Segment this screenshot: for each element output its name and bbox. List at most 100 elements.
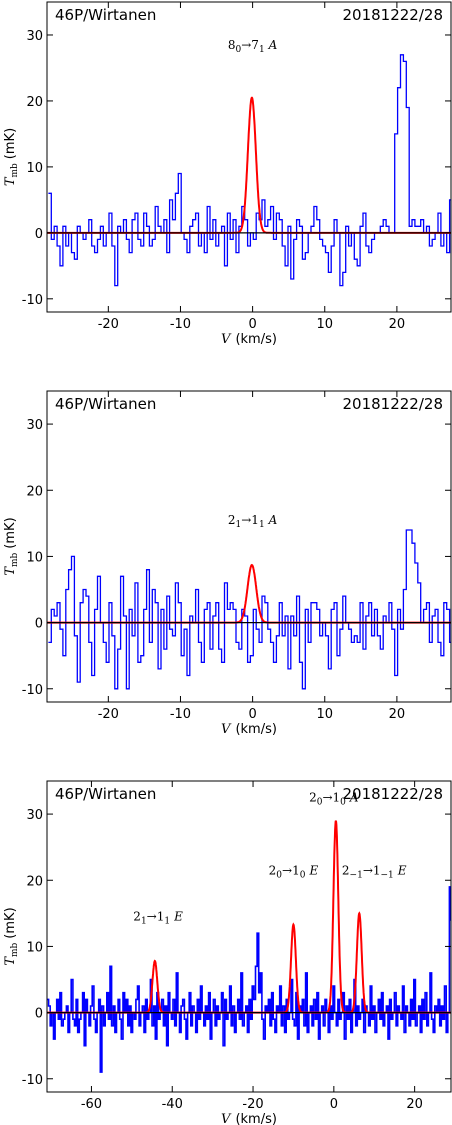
y-tick-label: 10 [26, 940, 43, 955]
y-tick-label: -10 [22, 683, 43, 698]
y-tick-label: 20 [26, 484, 43, 499]
transition-lower-sub: 0 [340, 797, 346, 807]
transition-symmetry: A [349, 790, 359, 804]
x-tick-label: 20 [389, 317, 406, 332]
x-tick-label: 0 [330, 1097, 338, 1112]
transition-arrow: → [322, 790, 332, 804]
x-tick-label: -20 [98, 317, 119, 332]
transition-upper-level: 2 [133, 910, 141, 924]
transition-upper-level: 8 [228, 38, 236, 52]
plot-frame [46, 390, 452, 703]
x-tick-label: -10 [170, 317, 191, 332]
transition-lower-sub: 1 [259, 520, 265, 530]
object-name: 46P/Wirtanen [55, 6, 156, 24]
x-tick-label: -40 [162, 1097, 183, 1112]
transition-lower-level: 7 [251, 38, 259, 52]
x-axis-label: V (km/s) [221, 332, 277, 347]
x-tick-label: -60 [81, 1097, 102, 1112]
x-axis-label: V (km/s) [221, 722, 277, 737]
transition-upper-sub: 1 [141, 917, 147, 927]
observed-spectrum [48, 529, 451, 690]
x-tick-label: -20 [242, 1097, 263, 1112]
transition-upper-level: 2 [269, 863, 277, 877]
y-tick-label: 0 [35, 1007, 43, 1022]
model-fit [47, 96, 451, 234]
transition-symmetry: A [268, 38, 278, 52]
y-axis-label: Tmb (mK) [3, 128, 20, 186]
plot-area [47, 529, 451, 690]
observation-date: 20181222/28 [343, 395, 444, 413]
y-tick-label: -10 [22, 293, 43, 308]
transition-lower-level: 1 [333, 790, 341, 804]
observed-spectrum [48, 54, 451, 287]
transition-lower-sub: 1 [259, 45, 265, 55]
transition-upper-level: 2 [342, 863, 350, 877]
transition-label: 20→10 A [309, 790, 359, 807]
y-tick-label: 20 [26, 95, 43, 110]
transition-lower-level: 1 [251, 513, 259, 527]
y-tick-label: -10 [22, 1073, 43, 1088]
x-axis-unit: (km/s) [235, 1112, 277, 1125]
transition-upper-sub: 1 [236, 520, 242, 530]
transition-lower-sub: 0 [300, 870, 306, 880]
x-tick-label: 20 [406, 1097, 423, 1112]
object-name: 46P/Wirtanen [55, 395, 156, 413]
transition-upper-level: 2 [309, 790, 317, 804]
transition-arrow: → [282, 863, 292, 877]
observation-date: 20181222/28 [343, 6, 444, 24]
observed-spectrum [47, 886, 451, 1073]
transition-label: 20→10 E [269, 863, 319, 880]
y-tick-label: 30 [26, 808, 43, 823]
transition-upper-sub: −1 [350, 870, 363, 880]
transition-arrow: → [241, 513, 251, 527]
x-tick-label: 0 [248, 317, 256, 332]
y-axis-subscript: mb [10, 552, 20, 567]
transition-label: 2−1→1−1 E [342, 863, 407, 880]
transition-lower-sub: 1 [164, 917, 170, 927]
x-tick-label: 10 [316, 317, 333, 332]
x-axis-label: V (km/s) [221, 1112, 277, 1125]
transition-upper-sub: 0 [276, 870, 282, 880]
x-tick-label: -10 [170, 707, 191, 722]
x-tick-label: 20 [389, 707, 406, 722]
transition-lower-sub: −1 [381, 870, 394, 880]
x-axis-unit: (km/s) [235, 332, 277, 347]
transition-upper-level: 2 [228, 513, 236, 527]
x-axis-variable: V [221, 332, 232, 347]
transition-symmetry: E [397, 863, 407, 877]
y-axis-label: Tmb (mK) [3, 907, 20, 965]
transition-symmetry: E [173, 910, 183, 924]
transition-lower-level: 1 [292, 863, 300, 877]
y-tick-label: 10 [26, 161, 43, 176]
model-fit [47, 820, 451, 1014]
y-tick-label: 30 [26, 418, 43, 433]
y-axis-subscript: mb [10, 163, 20, 178]
transition-symmetry: E [308, 863, 318, 877]
model-fit [47, 563, 451, 624]
object-name: 46P/Wirtanen [55, 785, 156, 803]
y-axis-unit: (mK) [3, 517, 18, 548]
y-axis-variable: T [3, 566, 18, 576]
x-tick-label: 10 [316, 707, 333, 722]
x-tick-label: -20 [98, 707, 119, 722]
y-tick-label: 0 [35, 227, 43, 242]
panel-2: -20 -10 0 10 20 -10 0 10 20 30 46P/Wirtanen 2018122… [3, 390, 452, 737]
transition-arrow: → [241, 38, 251, 52]
transition-label: 80→71 A [228, 38, 278, 55]
x-axis-variable: V [221, 722, 232, 737]
transition-lower-level: 1 [373, 863, 381, 877]
x-tick-label: 0 [248, 707, 256, 722]
y-axis-variable: T [3, 176, 18, 186]
y-axis-unit: (mK) [3, 128, 18, 159]
y-tick-label: 0 [35, 617, 43, 632]
transition-arrow: → [363, 863, 373, 877]
y-tick-label: 10 [26, 550, 43, 565]
y-tick-label: 20 [26, 874, 43, 889]
plot-area [47, 54, 451, 287]
y-axis-subscript: mb [10, 942, 20, 957]
transition-arrow: → [147, 910, 157, 924]
y-axis-variable: T [3, 956, 18, 966]
observation-date: 20181222/28 [343, 785, 444, 803]
